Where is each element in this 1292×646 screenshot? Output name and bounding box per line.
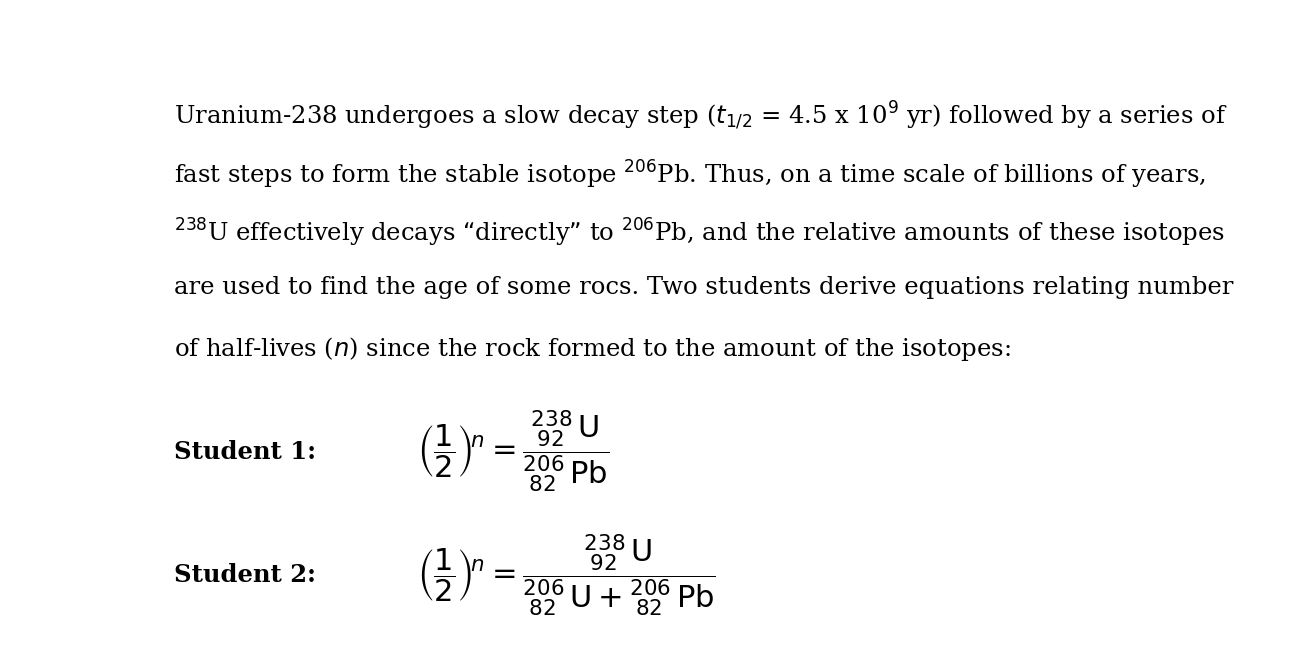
Text: of half-lives ($n$) since the rock formed to the amount of the isotopes:: of half-lives ($n$) since the rock forme…: [173, 335, 1010, 362]
Text: $^{238}$U effectively decays “directly” to $^{206}$Pb, and the relative amounts : $^{238}$U effectively decays “directly” …: [173, 217, 1225, 249]
Text: $\left(\dfrac{1}{2}\right)^{\!n} = \dfrac{{}^{238}_{\;92}\,\mathrm{U}}{{}^{206}_: $\left(\dfrac{1}{2}\right)^{\!n} = \dfra…: [417, 532, 716, 618]
Text: Student 1:: Student 1:: [173, 440, 332, 464]
Text: Student 2:: Student 2:: [173, 563, 332, 587]
Text: are used to find the age of some rocs. Two students derive equations relating nu: are used to find the age of some rocs. T…: [173, 276, 1233, 299]
Text: Uranium-238 undergoes a slow decay step ($t_{1/2}$ = 4.5 x 10$^9$ yr) followed b: Uranium-238 undergoes a slow decay step …: [173, 100, 1227, 132]
Text: $\left(\dfrac{1}{2}\right)^{\!n} = \dfrac{{}^{238}_{\;92}\,\mathrm{U}}{{}^{206}_: $\left(\dfrac{1}{2}\right)^{\!n} = \dfra…: [417, 409, 609, 495]
Text: fast steps to form the stable isotope $^{206}$Pb. Thus, on a time scale of billi: fast steps to form the stable isotope $^…: [173, 159, 1205, 191]
